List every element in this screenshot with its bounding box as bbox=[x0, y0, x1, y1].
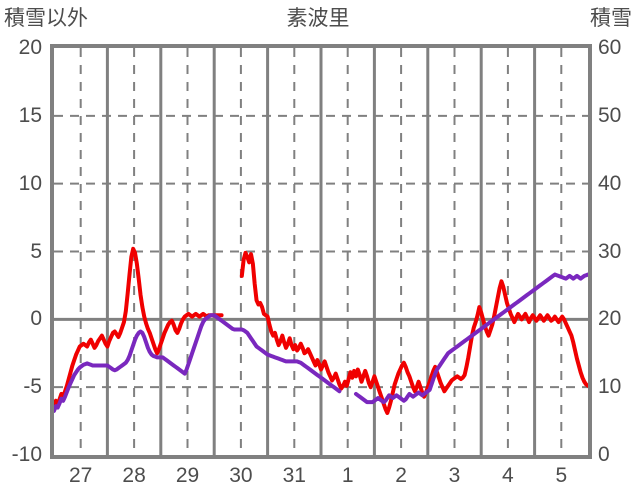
plot-area bbox=[50, 44, 592, 459]
x-axis-tick: 4 bbox=[502, 464, 514, 487]
y-axis-tick-right: 0 bbox=[598, 443, 610, 466]
y-axis-tick-left: 20 bbox=[18, 36, 42, 59]
page-title: 素波里 bbox=[286, 7, 350, 30]
x-axis-tick: 1 bbox=[341, 464, 354, 487]
y-axis-tick-left: 0 bbox=[30, 307, 42, 331]
left-axis-title: 積雪以外 bbox=[4, 7, 88, 30]
y-axis-tick-right: 30 bbox=[598, 239, 622, 263]
y-axis-tick-right: 40 bbox=[598, 171, 622, 195]
y-axis-tick-right: 20 bbox=[598, 307, 622, 331]
y-axis-tick-right: 50 bbox=[598, 103, 622, 127]
y-axis-tick-right: 60 bbox=[598, 36, 622, 59]
x-axis-tick: 3 bbox=[448, 464, 461, 487]
x-axis-tick: 5 bbox=[555, 464, 568, 487]
right-axis-title: 積雪 bbox=[590, 7, 632, 30]
x-axis-tick: 30 bbox=[229, 464, 253, 487]
y-axis-tick-left: 10 bbox=[18, 171, 42, 195]
x-axis-tick: 27 bbox=[69, 464, 93, 487]
y-axis-tick-left: -5 bbox=[23, 375, 42, 399]
chart-canvas bbox=[54, 48, 588, 455]
x-axis-tick: 2 bbox=[395, 464, 407, 487]
y-axis-tick-left: 15 bbox=[18, 103, 42, 127]
x-axis-tick: 29 bbox=[175, 464, 200, 487]
y-axis-tick-left: -10 bbox=[11, 443, 42, 466]
x-axis-tick: 28 bbox=[122, 464, 146, 487]
y-axis-tick-right: 10 bbox=[598, 375, 622, 399]
x-axis-tick: 31 bbox=[282, 464, 306, 487]
y-axis-tick-left: 5 bbox=[30, 239, 42, 263]
